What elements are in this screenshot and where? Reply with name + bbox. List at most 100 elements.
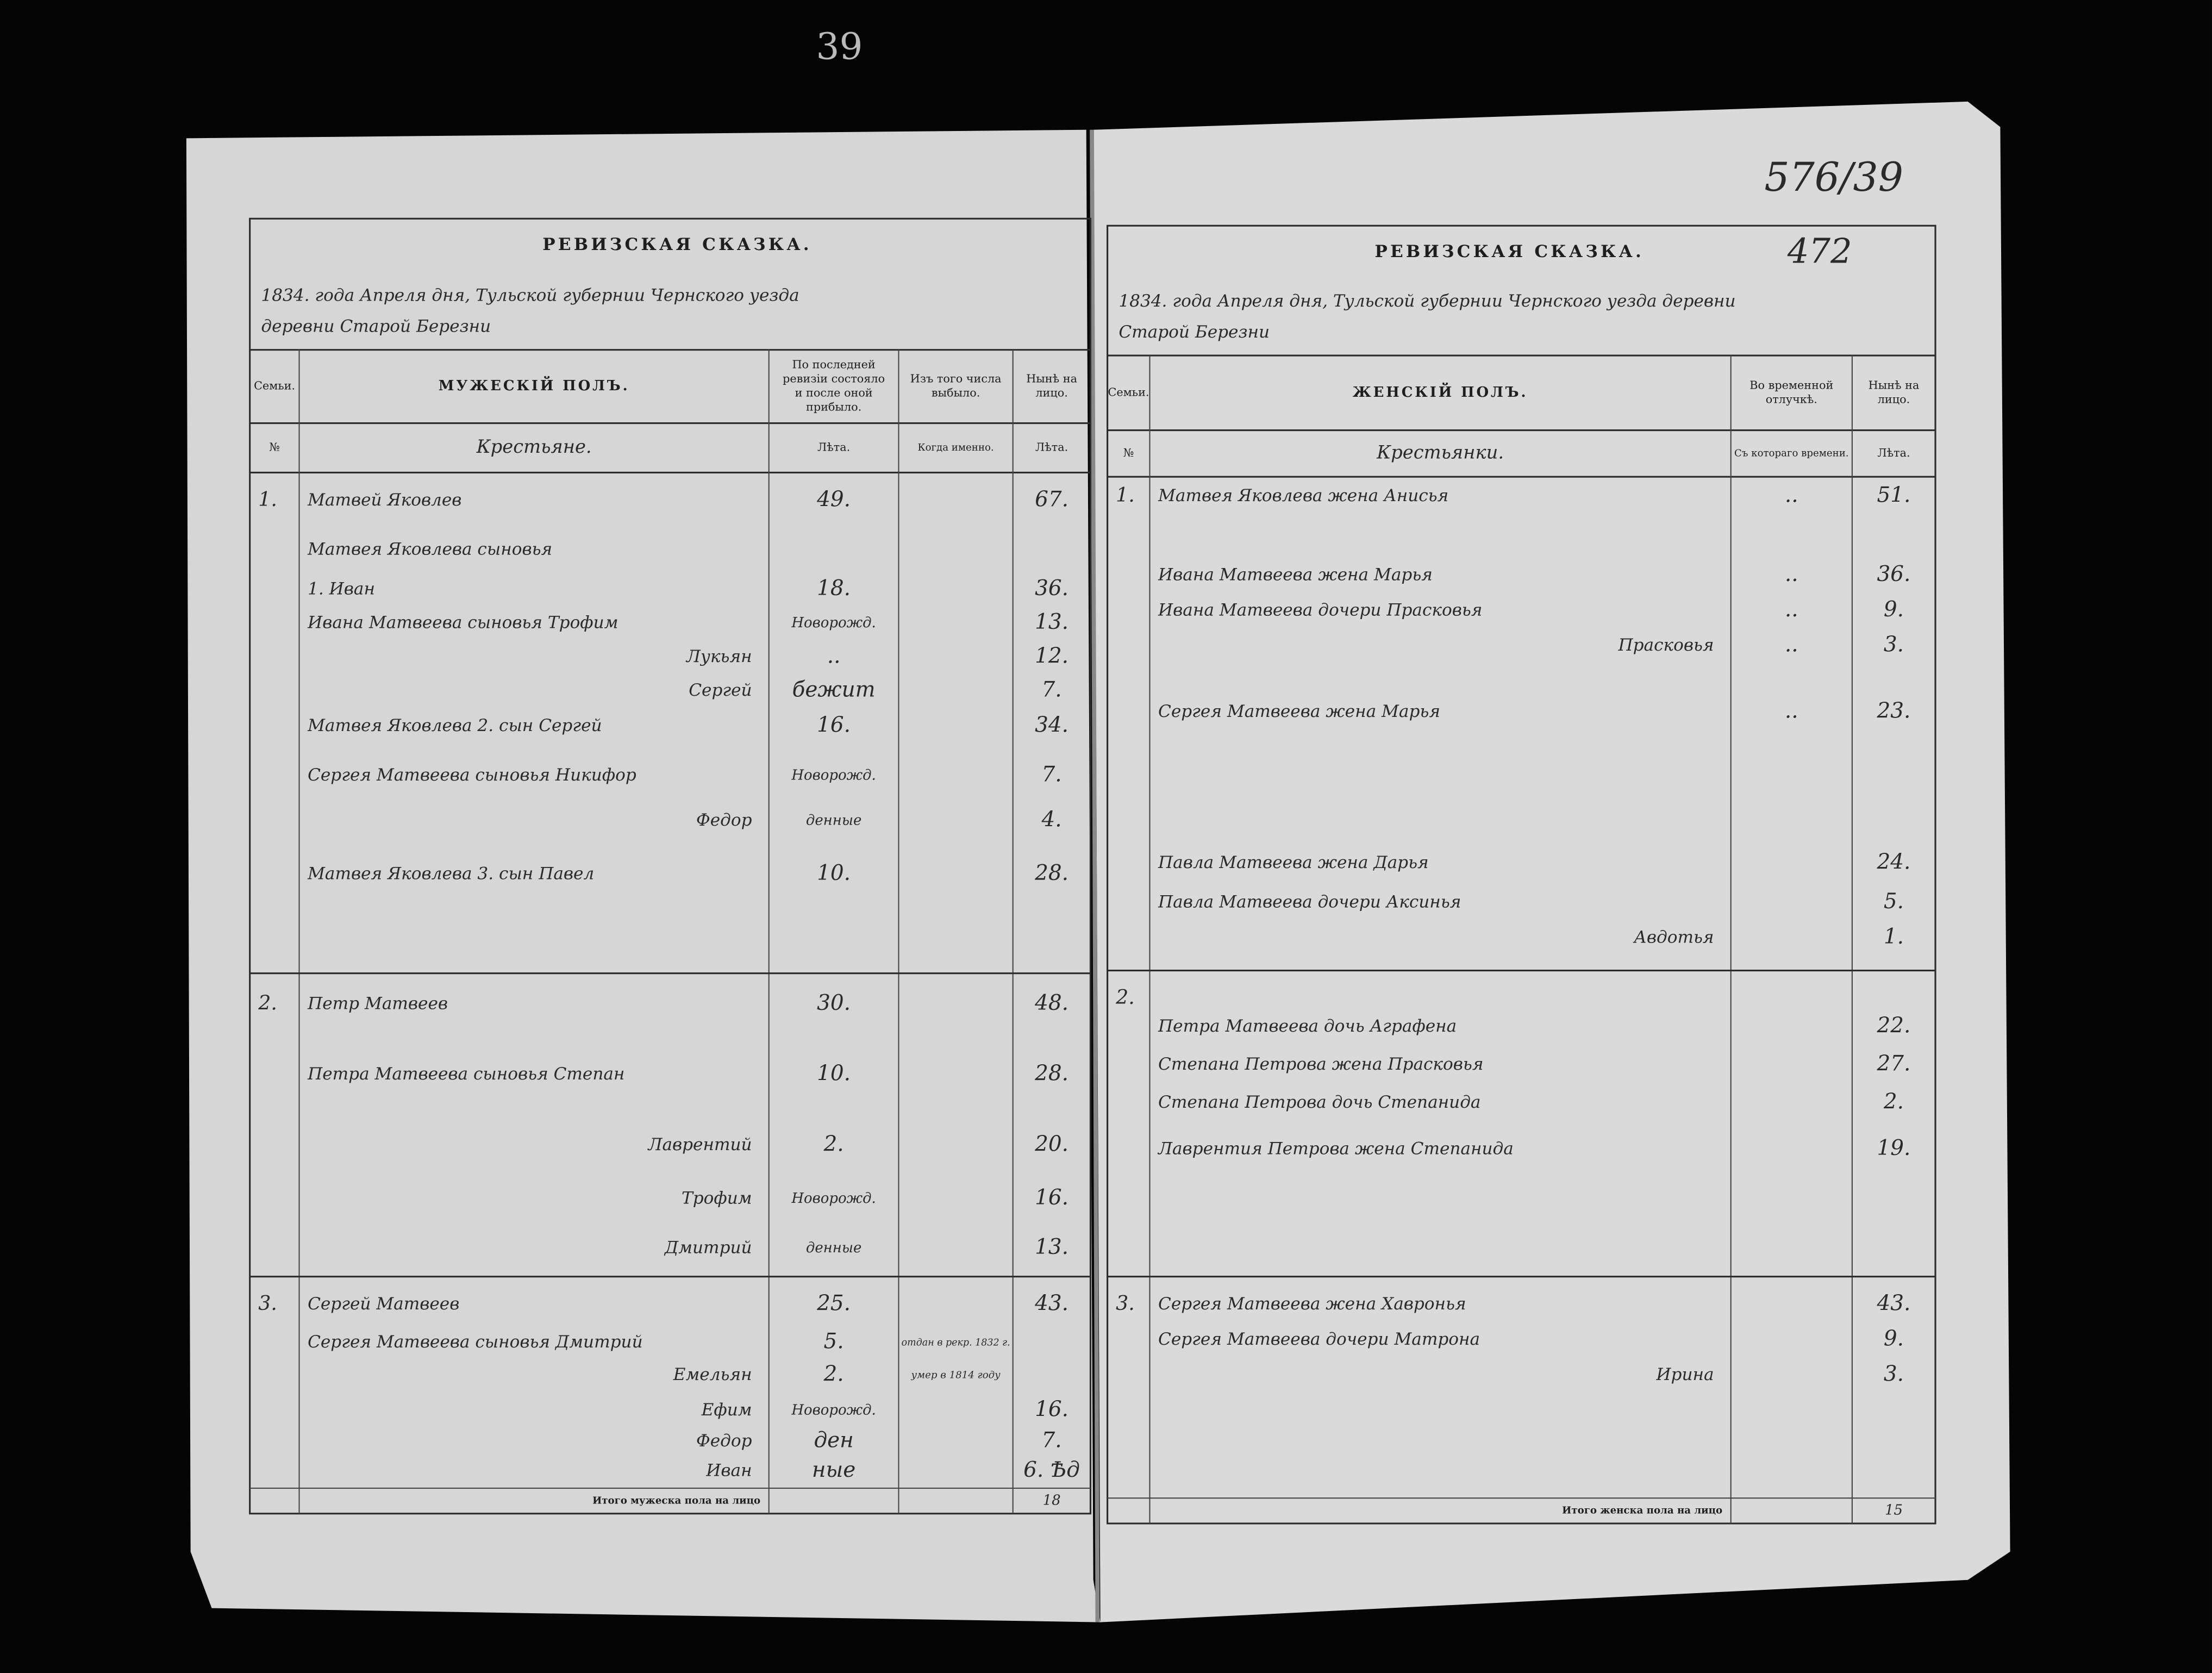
person-name: 1. Иван <box>308 579 375 598</box>
person-name: Ивана Матвеева сыновья Трофим <box>307 613 618 633</box>
age-now: 9. <box>1884 1327 1904 1351</box>
age-now: 28. <box>1034 1062 1068 1086</box>
age-now: 7. <box>1042 678 1062 702</box>
person-name: Сергея Матвеева жена Хавронья <box>1158 1294 1466 1314</box>
age-now: 28. <box>1034 861 1068 885</box>
family-number: 1. <box>1116 483 1135 507</box>
age-now: 43. <box>1034 1291 1068 1316</box>
total-label: Итого женска пола на лицо <box>1562 1505 1722 1516</box>
age-entry: Новорожд. <box>791 1402 876 1418</box>
age-now: 7. <box>1042 1428 1062 1452</box>
column-subheader: № <box>1123 446 1134 459</box>
age-entry: 16. <box>817 713 851 738</box>
sheet-title: РЕВИЗСКАЯ СКАЗКА. <box>542 235 812 254</box>
age-entry: 2. <box>823 1132 844 1156</box>
register-number: 472 <box>1787 231 1852 271</box>
age-entry: .. <box>827 644 841 668</box>
column-header: Нынѣ на <box>1026 372 1077 385</box>
age-entry: 10. <box>817 1062 851 1086</box>
total-value: 18 <box>1043 1492 1061 1508</box>
left-page <box>186 129 1101 1622</box>
table-frame <box>1107 224 1936 1525</box>
age-entry: 49. <box>816 487 851 511</box>
age-now: 48. <box>1034 991 1068 1015</box>
left-table: РЕВИЗСКАЯ СКАЗКА. 1834. года Апреля дня, … <box>249 217 1092 1515</box>
column-header: прибыло. <box>806 401 861 414</box>
column-header: Нынѣ на <box>1869 378 1920 391</box>
age-entry: Новорожд. <box>791 615 876 631</box>
person-name: Степана Петрова дочь Степанида <box>1158 1093 1480 1112</box>
person-name: Дмитрий <box>664 1238 752 1257</box>
column-header: ревизіи состояло <box>783 372 885 385</box>
age-entry: .. <box>1785 597 1798 622</box>
column-subheader: Крестьянки. <box>1376 441 1504 463</box>
corner-number: 576/39 <box>1764 155 1903 201</box>
column-header: По последней <box>792 358 875 371</box>
section-header: ЖЕНСКІЙ ПОЛЪ. <box>1353 383 1528 401</box>
age-now: 27. <box>1877 1051 1911 1076</box>
age-now: 16. <box>1035 1397 1068 1421</box>
age-entry: умер в 1814 году <box>911 1369 1001 1381</box>
family-number: 3. <box>258 1291 277 1315</box>
person-name: Ивана Матвеева дочери Прасковья <box>1158 600 1482 620</box>
person-name: Петр Матвеев <box>307 994 448 1013</box>
place: Старой Березни <box>1119 322 1270 342</box>
age-now: 36. <box>1877 562 1911 586</box>
age-entry: 25. <box>816 1291 851 1316</box>
spine <box>1090 129 1100 1622</box>
right-page <box>1093 101 2010 1622</box>
age-entry: Новорожд. <box>791 767 876 783</box>
family-number: 2. <box>258 991 277 1014</box>
age-entry: бежит <box>792 678 876 702</box>
age-now: 9. <box>1884 597 1904 622</box>
column-subheader: Когда именно. <box>918 442 994 453</box>
person-name: Емельян <box>673 1365 752 1384</box>
person-name: Лукьян <box>685 647 752 666</box>
column-subheader: Лѣта. <box>817 441 850 454</box>
column-header: выбыло. <box>932 386 980 399</box>
age-entry: .. <box>1785 699 1798 723</box>
person-name: Федор <box>696 1431 752 1451</box>
person-name: Степана Петрова жена Прасковья <box>1158 1054 1483 1074</box>
column-header: Изъ того числа <box>910 372 1002 385</box>
total-value: 15 <box>1885 1502 1903 1519</box>
person-name: Матвея Яковлева 3. сын Павел <box>307 864 594 884</box>
person-name: Федор <box>696 810 752 830</box>
dateline: 1834. года Апреля дня, Тульской губернии… <box>261 286 799 305</box>
age-now: 13. <box>1035 1235 1068 1259</box>
column-header: лицо. <box>1035 386 1067 399</box>
person-name: Иван <box>705 1460 752 1480</box>
place: деревни Старой Березни <box>261 317 491 336</box>
age-now: 5. <box>1884 889 1904 914</box>
table-frame <box>249 217 1092 1515</box>
family-number: 1. <box>258 488 277 511</box>
person-name: Трофим <box>682 1188 752 1208</box>
column-subheader: Лѣта. <box>1877 446 1910 459</box>
person-name: Сергея Матвеева сыновья Дмитрий <box>308 1332 643 1352</box>
age-entry: .. <box>1785 633 1798 657</box>
person-name: Авдотья <box>1633 927 1714 947</box>
age-entry: 18. <box>817 576 851 601</box>
age-now: 36. <box>1035 576 1068 601</box>
age-entry: .. <box>1785 562 1798 586</box>
age-now: 16. <box>1035 1185 1068 1210</box>
person-name: Матвея Яковлева 2. сын Сергей <box>307 716 602 735</box>
age-entry: .. <box>1785 483 1798 508</box>
person-name: Ефим <box>701 1400 752 1420</box>
age-now: 67. <box>1035 487 1068 511</box>
person-name: Лаврентия Петрова жена Степанида <box>1157 1139 1514 1159</box>
age-now: 6. Ѣд <box>1023 1458 1080 1482</box>
column-subheader: Крестьяне. <box>476 436 592 457</box>
person-name: Петра Матвеева сыновья Степан <box>307 1064 624 1084</box>
right-table: РЕВИЗСКАЯ СКАЗКА. 472 1834. года Апреля дн… <box>1107 224 1936 1525</box>
family-number: 2. <box>1115 985 1135 1009</box>
age-entry: 10. <box>817 861 851 885</box>
family-number: 3. <box>1116 1291 1135 1315</box>
person-name: Сергей <box>689 681 752 700</box>
age-entry: Новорожд. <box>791 1190 876 1207</box>
age-now: 2. <box>1883 1090 1904 1114</box>
person-name: Петра Матвеева дочь Аграфена <box>1158 1016 1457 1036</box>
age-now: 19. <box>1877 1136 1911 1160</box>
